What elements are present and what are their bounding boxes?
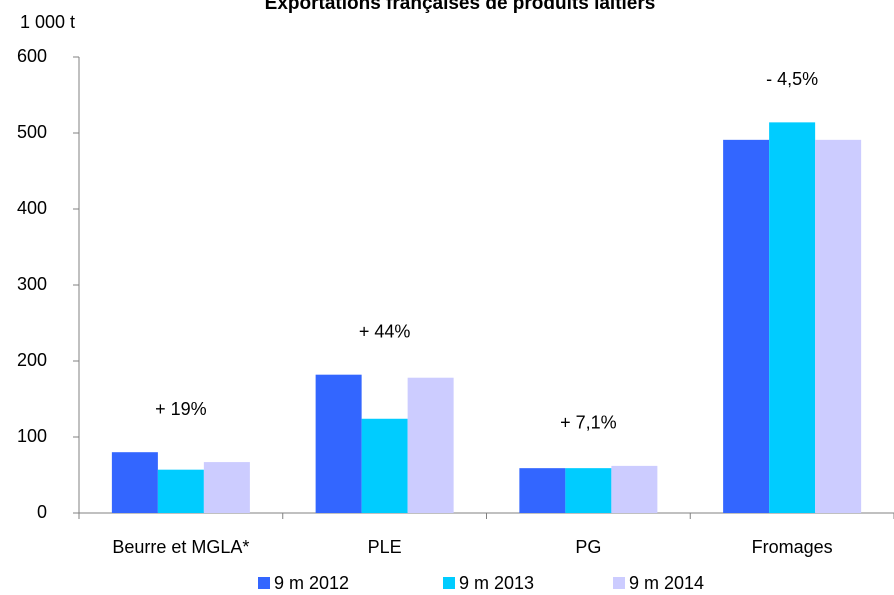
y-tick-label: 0 xyxy=(37,502,47,522)
y-tick-label: 400 xyxy=(17,198,47,218)
y-tick-label: 600 xyxy=(17,46,47,66)
x-tick-label: Fromages xyxy=(752,537,833,557)
bar xyxy=(315,374,362,513)
x-tick-label: PG xyxy=(575,537,601,557)
y-tick-label: 200 xyxy=(17,350,47,370)
legend-label: 9 m 2012 xyxy=(274,573,349,593)
x-tick-label: PLE xyxy=(368,537,402,557)
bar xyxy=(361,418,408,513)
legend-swatch xyxy=(613,577,625,589)
legend-label: 9 m 2013 xyxy=(459,573,534,593)
bar xyxy=(565,468,612,513)
bar xyxy=(815,139,862,513)
legend-swatch xyxy=(258,577,270,589)
y-tick-label: 100 xyxy=(17,426,47,446)
bar xyxy=(157,469,204,513)
annotation: - 4,5% xyxy=(766,69,818,89)
bar xyxy=(723,139,770,513)
bar xyxy=(769,122,816,514)
y-tick-label: 500 xyxy=(17,122,47,142)
annotation: + 7,1% xyxy=(560,413,617,433)
x-tick-label: Beurre et MGLA* xyxy=(112,537,249,557)
bar xyxy=(611,465,658,513)
chart-title: Exportations françaises de produits lait… xyxy=(265,0,656,14)
bar xyxy=(203,462,250,513)
bar xyxy=(519,468,566,513)
y-tick-label: 300 xyxy=(17,274,47,294)
y-axis-label: 1 000 t xyxy=(20,12,75,32)
bar xyxy=(407,377,454,513)
bar xyxy=(111,452,158,513)
legend-label: 9 m 2014 xyxy=(629,573,704,593)
annotation: + 44% xyxy=(359,321,411,341)
legend-swatch xyxy=(443,577,455,589)
annotation: + 19% xyxy=(155,399,207,419)
